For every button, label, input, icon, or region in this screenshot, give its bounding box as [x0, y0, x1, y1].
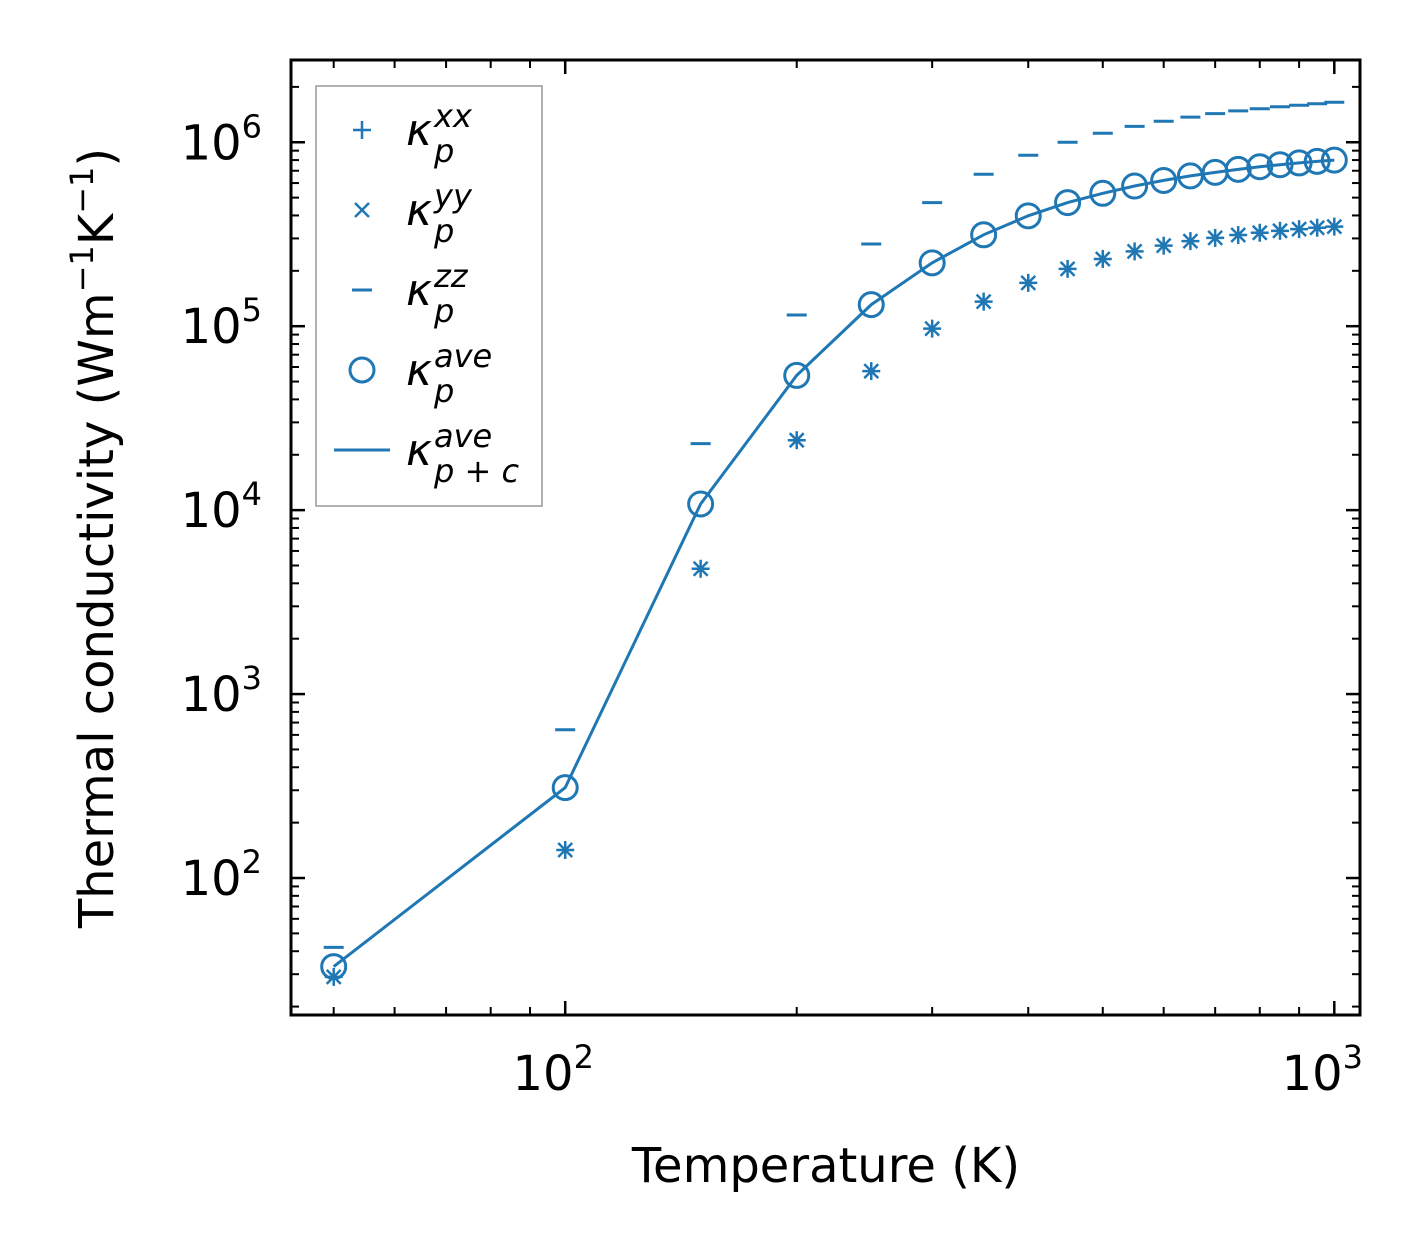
x-mark-b — [557, 842, 574, 858]
legend-label-kyy: κyy p — [406, 177, 473, 250]
y-tick-label: 104 — [181, 475, 262, 539]
x-mark-b — [692, 560, 709, 577]
series-1 — [325, 218, 1343, 985]
x-mark-b — [1291, 221, 1307, 238]
data-point-x — [1182, 233, 1199, 250]
x-mark-b — [1272, 222, 1288, 239]
legend-marker-plus — [353, 121, 371, 139]
data-point-x — [1207, 230, 1224, 246]
y-axis-title-exp2: −1 — [63, 167, 101, 214]
data-point-x — [924, 320, 941, 337]
y-tick-label: 106 — [181, 107, 262, 171]
plot-series — [320, 100, 1348, 986]
series-line — [332, 158, 1335, 968]
legend-label-kxx: κxx p — [406, 97, 473, 170]
data-point-x — [1326, 218, 1343, 235]
data-point-circle — [783, 361, 811, 389]
data-point-x — [557, 842, 574, 858]
x-mark-b — [1059, 260, 1076, 277]
data-point-x — [1155, 237, 1172, 254]
legend-label-kpc-ave: κave p + c — [406, 417, 519, 490]
data-point-circle — [551, 774, 579, 802]
x-mark-b — [924, 320, 941, 337]
y-tick-label: 105 — [181, 291, 262, 355]
data-point-circle — [1121, 172, 1149, 200]
x-mark-b — [1155, 237, 1172, 254]
data-point-x — [692, 560, 709, 577]
x-mark-b — [788, 432, 805, 449]
data-point-circle — [320, 953, 348, 981]
x-mark-b — [1094, 251, 1111, 267]
legend-box — [315, 85, 543, 507]
x-mark-b — [1126, 243, 1143, 260]
x-mark-b — [1251, 224, 1268, 241]
data-point-circle — [1089, 179, 1117, 207]
x-mark-b — [1207, 230, 1224, 246]
data-point-circle — [687, 490, 715, 518]
legend-marker-x — [354, 202, 370, 218]
data-point-x — [1059, 260, 1076, 277]
data-point-x — [1309, 219, 1326, 236]
data-point-x — [788, 432, 805, 449]
x-mark-b — [325, 969, 342, 985]
y-axis-title-mid: K — [69, 212, 125, 245]
data-point-x — [1251, 224, 1268, 241]
data-point-x — [325, 969, 342, 985]
x-mark-b — [1309, 219, 1326, 236]
tick-labels: 102 103 102 103 104 105 106 — [181, 107, 1363, 1102]
data-point-x — [1126, 243, 1143, 260]
x-tick-label: 102 — [512, 1038, 593, 1102]
data-point-circle — [1150, 166, 1178, 194]
x-tick-label: 103 — [1282, 1038, 1363, 1102]
x-mark-b — [1230, 227, 1247, 243]
legend-label-kave: κave p — [406, 337, 492, 410]
y-axis-title-close: ) — [69, 148, 125, 167]
data-point-x — [975, 293, 992, 310]
x-mark-b — [1182, 233, 1199, 250]
data-point-x — [1291, 221, 1307, 238]
x-mark-b — [863, 363, 880, 379]
y-axis-title-main: Thermal conductivity (Wm — [69, 292, 125, 929]
legend-marks — [334, 121, 390, 452]
data-point-circle — [918, 249, 946, 277]
legend-marker-circle — [348, 356, 376, 384]
x-mark-b — [975, 293, 992, 310]
legend: κxx p κyy p κzz p κave p κave p + c — [315, 85, 543, 507]
data-point-x — [1272, 222, 1288, 239]
y-tick-label: 103 — [181, 659, 262, 723]
y-axis-title-exp1: −1 — [63, 245, 101, 292]
plot-frame — [289, 58, 1362, 1017]
x-mark-b — [354, 202, 370, 218]
data-point-x — [1094, 251, 1111, 267]
x-mark-b — [1326, 218, 1343, 235]
data-point-x — [1230, 227, 1247, 243]
series-2 — [323, 100, 1345, 949]
y-axis-title: Thermal conductivity (Wm−1K−1) — [63, 148, 125, 929]
x-axis-title: Temperature (K) — [631, 1138, 1020, 1194]
data-point-x — [1020, 274, 1037, 291]
series-4 — [332, 158, 1335, 968]
data-point-x — [863, 363, 880, 379]
data-point-circle — [857, 291, 885, 319]
legend-label-kzz: κzz p — [406, 257, 469, 330]
data-point-circle — [970, 221, 998, 249]
data-point-circle — [1054, 189, 1082, 217]
y-tick-label: 102 — [181, 843, 262, 907]
x-mark-b — [1020, 274, 1037, 291]
data-point-circle — [1014, 202, 1042, 230]
